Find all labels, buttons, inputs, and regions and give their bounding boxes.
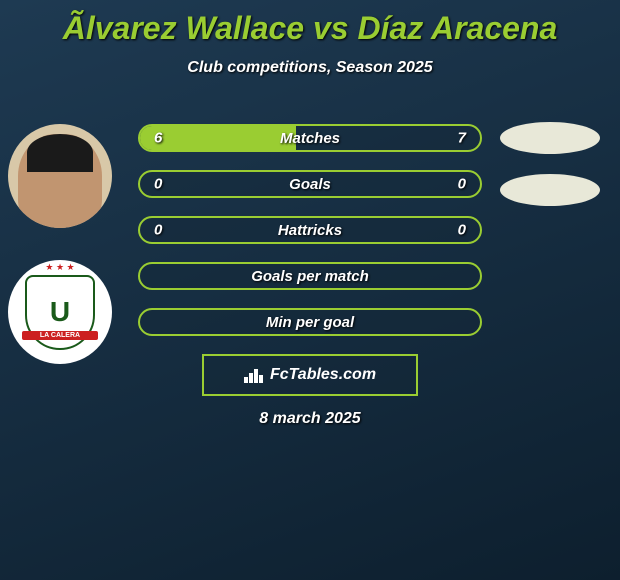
stat-fill-left [140,126,296,150]
player1-avatar [8,124,112,228]
player2-avatar-placeholder [500,122,600,154]
watermark-text: FcTables.com [270,366,376,384]
stat-row-matches: 6 Matches 7 [138,124,482,152]
source-watermark: FcTables.com [202,354,418,396]
comparison-date: 8 march 2025 [0,410,620,428]
stat-value-right: 0 [458,176,466,193]
player2-team-placeholder [500,174,600,206]
team-logo-banner: LA CALERA [22,331,98,340]
stat-label: Goals [289,176,331,193]
stat-row-goals-per-match: Goals per match [138,262,482,290]
player1-face-icon [18,134,101,228]
stat-value-left: 0 [154,176,162,193]
stats-area: 6 Matches 7 0 Goals 0 0 Hattricks 0 Goal… [138,124,482,354]
stat-label: Min per goal [266,314,354,331]
stat-value-right: 0 [458,222,466,239]
stat-label: Goals per match [251,268,369,285]
stat-value-left: 6 [154,130,162,147]
team-logo-icon: ★ ★ ★ U LA CALERA [20,272,100,352]
stat-value-right: 7 [458,130,466,147]
player1-team-badge: ★ ★ ★ U LA CALERA [8,260,112,364]
stat-label: Hattricks [278,222,342,239]
comparison-subtitle: Club competitions, Season 2025 [0,59,620,77]
team-logo-letter: U [50,296,70,328]
stat-row-hattricks: 0 Hattricks 0 [138,216,482,244]
stat-row-goals: 0 Goals 0 [138,170,482,198]
stat-row-min-per-goal: Min per goal [138,308,482,336]
barchart-icon [244,367,264,383]
stat-value-left: 0 [154,222,162,239]
stat-label: Matches [280,130,340,147]
comparison-title: Ãlvarez Wallace vs Díaz Aracena [0,0,620,47]
